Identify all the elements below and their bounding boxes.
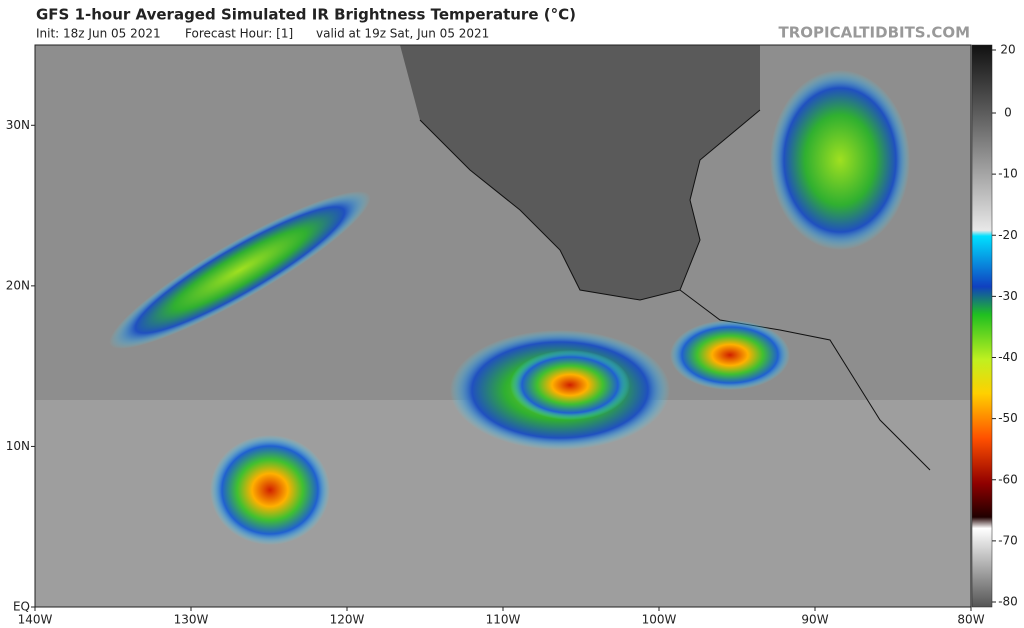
colorbar-label: -40 [998,350,1018,364]
y-tick-label: EQ [13,600,30,614]
cloud-band [109,191,371,349]
y-tick-label: 30N [6,118,30,132]
land [400,45,760,300]
colorbar [971,44,993,608]
x-tick-label: 80W [957,613,984,627]
colorbar-label: -30 [998,289,1018,303]
convection [770,70,910,250]
colorbar-label: 0 [1004,106,1012,120]
y-tick-label: 10N [6,439,30,453]
colorbar-label: -50 [998,411,1018,425]
colorbar-label: -10 [998,167,1018,181]
convection [670,320,790,390]
init: Init: 18z Jun 05 2021 [36,27,161,41]
forecast-hour: Forecast Hour: [1] [185,27,293,41]
colorbar-label: -70 [998,533,1018,547]
x-tick-label: 120W [330,613,365,627]
colorbar-label: -80 [998,595,1018,609]
colorbar-label: -20 [998,228,1018,242]
y-tick-label: 20N [6,278,30,292]
colorbar-label: -60 [998,472,1018,486]
credit: TROPICALTIDBITS.COM [779,24,971,42]
storm [210,435,330,545]
title: GFS 1-hour Averaged Simulated IR Brightn… [36,6,576,24]
coastline [419,109,931,471]
convection-core [510,350,630,420]
x-tick-label: 110W [486,613,521,627]
map-area [34,44,972,608]
x-tick-label: 100W [642,613,677,627]
colorbar-label: 20 [1000,43,1015,57]
valid-time: valid at 19z Sat, Jun 05 2021 [316,27,489,41]
x-tick-label: 140W [18,613,53,627]
x-tick-label: 90W [801,613,828,627]
x-tick-label: 130W [174,613,209,627]
